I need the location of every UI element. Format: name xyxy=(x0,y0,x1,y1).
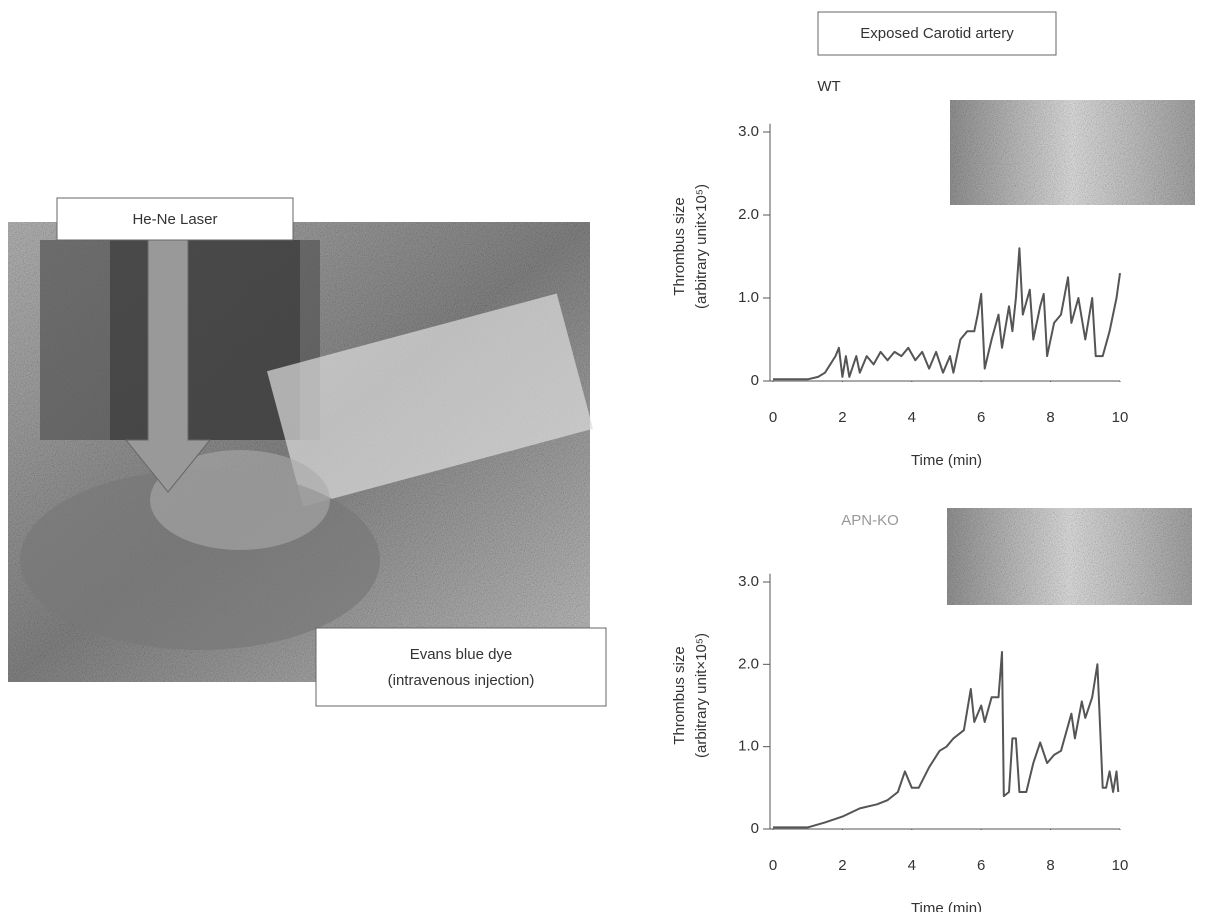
data-line xyxy=(773,247,1121,381)
micrograph xyxy=(947,508,1192,605)
y-tick-label: 1.0 xyxy=(738,738,759,755)
y-tick-label: 0 xyxy=(751,372,759,389)
x-tick-label: 2 xyxy=(838,409,846,426)
x-axis-label: Time (min) xyxy=(911,900,982,912)
y-axis-label: (arbitrary unit×10⁵) xyxy=(693,184,710,309)
x-axis-label: Time (min) xyxy=(911,452,982,469)
chart-title: APN-KO xyxy=(841,512,899,529)
y-tick-label: 3.0 xyxy=(738,123,759,140)
y-tick-label: 2.0 xyxy=(738,206,759,223)
y-tick-label: 2.0 xyxy=(738,655,759,672)
y-tick-label: 1.0 xyxy=(738,289,759,306)
micrograph xyxy=(950,100,1195,205)
laser-box xyxy=(56,197,294,241)
chart-title: WT xyxy=(817,78,840,95)
dye-box xyxy=(315,627,607,707)
x-tick-label: 4 xyxy=(908,857,916,874)
photo xyxy=(8,222,594,682)
dye-label: Evans blue dye xyxy=(410,646,513,663)
y-axis-label: (arbitrary unit×10⁵) xyxy=(693,633,710,758)
y-axis-label: Thrombus size xyxy=(671,646,688,744)
header: Exposed Carotid artery xyxy=(860,25,1014,42)
y-axis-label: Thrombus size xyxy=(671,197,688,295)
x-tick-label: 2 xyxy=(838,857,846,874)
y-tick-label: 3.0 xyxy=(738,573,759,590)
x-tick-label: 8 xyxy=(1046,409,1054,426)
y-tick-label: 0 xyxy=(751,820,759,837)
x-tick-label: 8 xyxy=(1046,857,1054,874)
data-line xyxy=(773,651,1120,829)
x-tick-label: 4 xyxy=(908,409,916,426)
x-tick-label: 10 xyxy=(1112,409,1129,426)
x-tick-label: 6 xyxy=(977,857,985,874)
x-tick-label: 0 xyxy=(769,409,777,426)
dye-label: (intravenous injection) xyxy=(388,672,535,689)
x-tick-label: 0 xyxy=(769,857,777,874)
x-tick-label: 6 xyxy=(977,409,985,426)
x-tick-label: 10 xyxy=(1112,857,1129,874)
laser-label: He-Ne Laser xyxy=(132,211,217,228)
header-box xyxy=(817,11,1057,56)
